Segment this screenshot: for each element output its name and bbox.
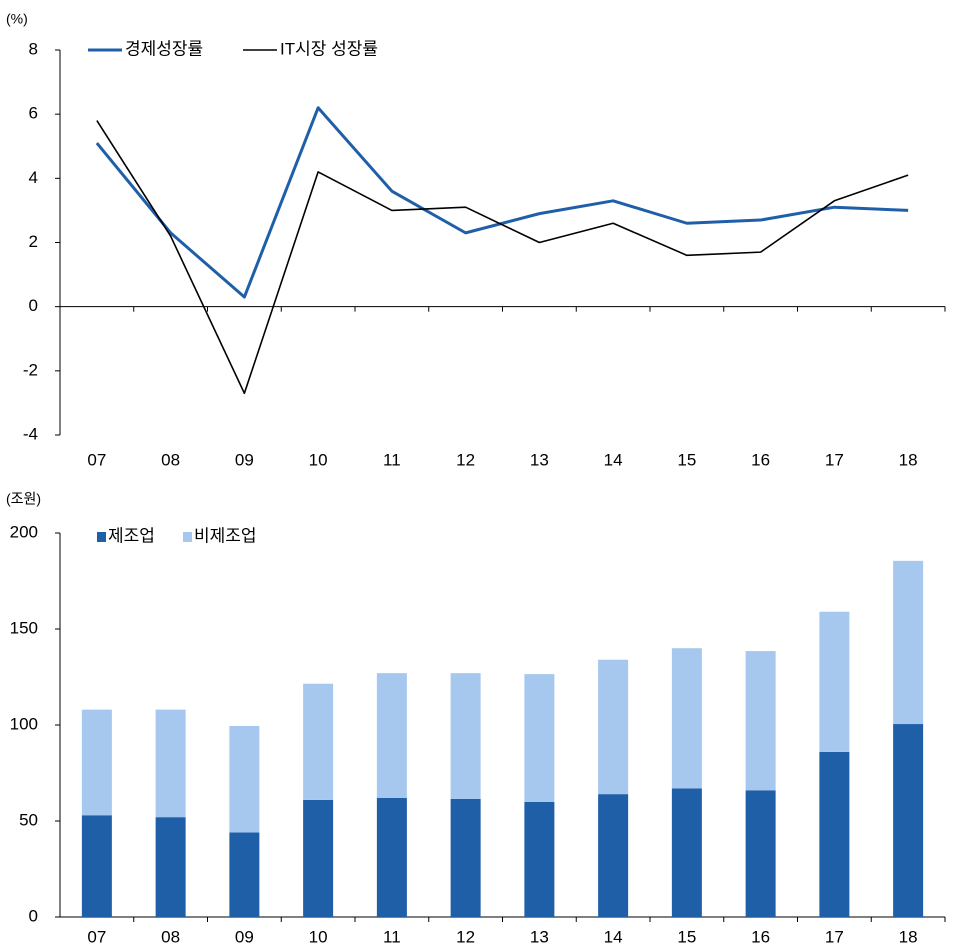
bar — [81, 815, 112, 917]
bar — [155, 817, 186, 917]
x-tick-label: 17 — [825, 450, 844, 469]
bar — [303, 683, 334, 800]
y-tick-label: 6 — [29, 104, 38, 123]
x-tick-label: 09 — [235, 927, 254, 946]
x-tick-label: 08 — [161, 450, 180, 469]
line-series — [96, 120, 909, 395]
x-tick-label: 07 — [87, 450, 106, 469]
bar — [671, 788, 702, 917]
bar — [376, 797, 407, 917]
legend-label: 경제성장률 — [125, 39, 203, 58]
x-tick-label: 16 — [751, 927, 770, 946]
bar — [450, 798, 481, 917]
line-series — [95, 106, 909, 299]
bar — [155, 709, 186, 818]
y-tick-label: 0 — [29, 906, 38, 925]
x-tick-label: 11 — [383, 450, 401, 469]
legend-swatch — [183, 532, 192, 542]
x-tick-label: 15 — [677, 927, 696, 946]
x-tick-label: 18 — [899, 450, 918, 469]
bar — [524, 674, 555, 802]
y-tick-label: 0 — [29, 296, 38, 315]
y-tick-label: 150 — [10, 618, 38, 637]
legend-label: 제조업 — [108, 526, 155, 545]
x-tick-label: 14 — [604, 927, 623, 946]
y-axis-label: (조원) — [6, 491, 41, 507]
bar — [671, 648, 702, 789]
bar — [303, 799, 334, 917]
y-tick-label: 4 — [29, 168, 38, 187]
bar — [376, 673, 407, 798]
legend-label: 비제조업 — [194, 526, 257, 545]
y-tick-label: -2 — [23, 360, 38, 379]
x-tick-label: 14 — [604, 450, 623, 469]
x-tick-label: 16 — [751, 450, 770, 469]
x-tick-label: 15 — [677, 450, 696, 469]
x-tick-label: 07 — [87, 927, 106, 946]
bar — [81, 709, 112, 816]
bar — [819, 611, 850, 752]
legend-swatch — [97, 532, 106, 542]
y-axis-label: (%) — [6, 11, 28, 27]
bar — [819, 751, 850, 917]
x-tick-label: 09 — [235, 450, 254, 469]
bar — [229, 832, 260, 917]
y-tick-label: 200 — [10, 522, 38, 541]
y-tick-label: 2 — [29, 232, 38, 251]
x-tick-label: 13 — [530, 927, 549, 946]
x-tick-label: 12 — [456, 927, 475, 946]
bar — [745, 790, 776, 917]
x-tick-label: 12 — [456, 450, 475, 469]
bar — [450, 673, 481, 799]
x-tick-label: 13 — [530, 450, 549, 469]
bar — [598, 659, 629, 795]
x-tick-label: 11 — [383, 927, 401, 946]
x-tick-label: 08 — [161, 927, 180, 946]
bar — [893, 560, 924, 725]
y-tick-label: 50 — [19, 810, 38, 829]
bar — [893, 724, 924, 917]
bar — [524, 801, 555, 917]
legend-label: IT시장 성장률 — [280, 39, 378, 58]
y-tick-label: 100 — [10, 714, 38, 733]
bar — [745, 651, 776, 791]
x-tick-label: 17 — [825, 927, 844, 946]
bar — [598, 794, 629, 917]
x-tick-label: 10 — [309, 450, 328, 469]
x-tick-label: 10 — [309, 927, 328, 946]
y-tick-label: -4 — [23, 424, 38, 443]
x-tick-label: 18 — [899, 927, 918, 946]
y-tick-label: 8 — [29, 39, 38, 58]
bar — [229, 725, 260, 833]
